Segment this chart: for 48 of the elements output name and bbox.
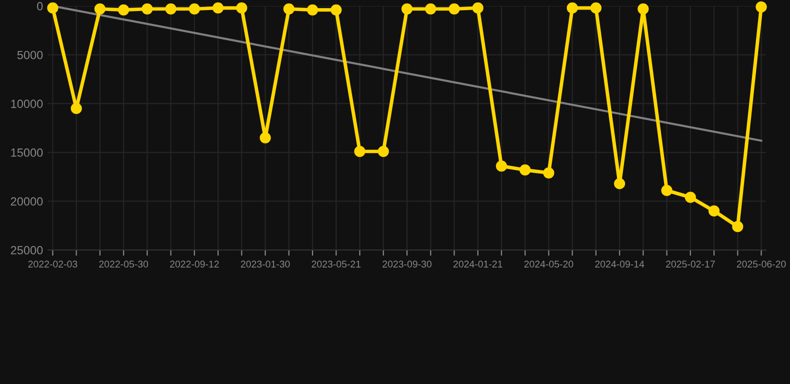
- x-tick-label: 2024-09-14: [595, 260, 644, 268]
- y-tick-label: 15000: [11, 148, 43, 157]
- x-tick-label: 2024-05-20: [524, 260, 574, 268]
- point: [448, 3, 460, 14]
- point: [590, 2, 602, 14]
- y-tick-label: 20000: [10, 197, 43, 206]
- point: [378, 146, 389, 157]
- x-tick-label: 2023-09-30: [382, 260, 432, 268]
- point: [188, 3, 200, 14]
- y-tick-label: 10000: [11, 100, 43, 108]
- x-tick-label: 2025-06-20: [736, 260, 786, 268]
- point: [638, 3, 649, 14]
- y-tick-label: 0: [37, 2, 43, 10]
- point: [47, 2, 58, 14]
- point: [236, 2, 248, 14]
- point: [306, 4, 318, 16]
- point: [401, 3, 413, 14]
- y-tick-label: 25000: [10, 246, 43, 254]
- x-tick-label: 2022-09-12: [170, 260, 219, 268]
- point: [661, 184, 672, 196]
- point: [496, 160, 508, 172]
- point: [756, 1, 767, 13]
- point: [70, 102, 82, 114]
- point: [472, 2, 484, 14]
- point: [520, 164, 531, 176]
- point: [94, 3, 106, 14]
- point: [118, 4, 130, 16]
- point: [212, 2, 224, 14]
- point: [330, 4, 342, 16]
- x-tick-label: 2022-02-03: [28, 260, 78, 268]
- point: [354, 146, 366, 157]
- y-tick-label: 5000: [17, 50, 43, 60]
- point: [566, 2, 578, 14]
- point: [614, 178, 626, 190]
- point: [684, 192, 696, 203]
- point: [165, 3, 176, 14]
- x-tick-label: 2025-02-17: [666, 260, 715, 268]
- point: [142, 3, 153, 14]
- x-tick-label: 2023-05-21: [312, 260, 361, 268]
- point: [425, 3, 436, 14]
- point: [732, 221, 744, 232]
- x-tick-label: 2024-01-21: [453, 260, 502, 268]
- point: [708, 205, 720, 217]
- point: [543, 167, 554, 178]
- x-tick-label: 2022-05-30: [99, 260, 148, 268]
- point: [260, 132, 271, 144]
- x-tick-label: 2023-01-30: [240, 260, 290, 268]
- point: [283, 3, 294, 14]
